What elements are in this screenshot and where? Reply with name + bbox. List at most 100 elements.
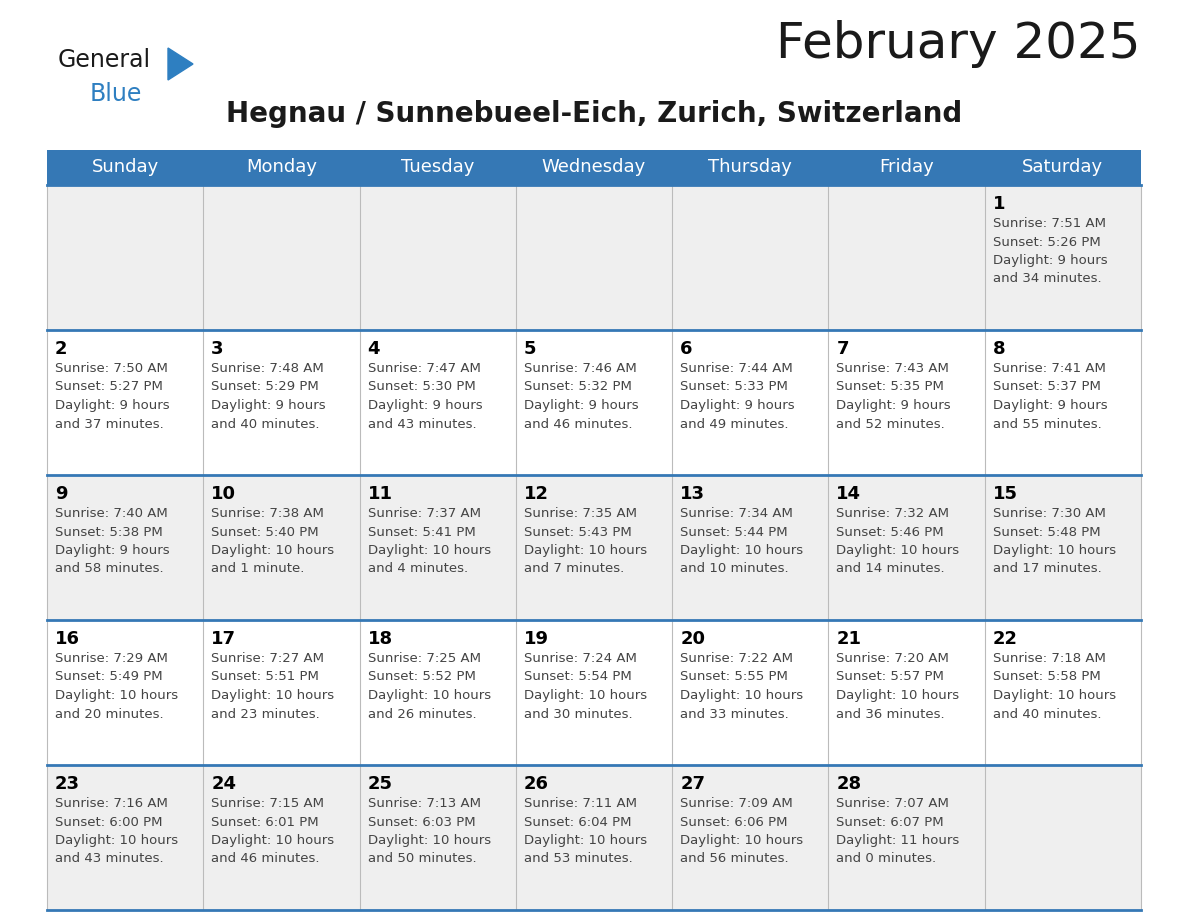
Bar — [985, 620, 1140, 765]
Bar — [516, 475, 672, 620]
Text: Sunrise: 7:30 AM
Sunset: 5:48 PM
Daylight: 10 hours
and 17 minutes.: Sunrise: 7:30 AM Sunset: 5:48 PM Dayligh… — [993, 507, 1116, 576]
Text: 26: 26 — [524, 775, 549, 793]
Bar — [203, 185, 360, 330]
Text: 17: 17 — [211, 630, 236, 648]
Bar — [203, 475, 360, 620]
Text: Sunrise: 7:09 AM
Sunset: 6:06 PM
Daylight: 10 hours
and 56 minutes.: Sunrise: 7:09 AM Sunset: 6:06 PM Dayligh… — [681, 797, 803, 866]
Text: 27: 27 — [681, 775, 706, 793]
Text: 5: 5 — [524, 340, 536, 358]
Bar — [985, 475, 1140, 620]
Text: Sunrise: 7:34 AM
Sunset: 5:44 PM
Daylight: 10 hours
and 10 minutes.: Sunrise: 7:34 AM Sunset: 5:44 PM Dayligh… — [681, 507, 803, 576]
Bar — [672, 475, 828, 620]
Text: Sunrise: 7:41 AM
Sunset: 5:37 PM
Daylight: 9 hours
and 55 minutes.: Sunrise: 7:41 AM Sunset: 5:37 PM Dayligh… — [993, 362, 1107, 431]
Bar — [48, 330, 203, 475]
Text: Hegnau / Sunnebueel-Eich, Zurich, Switzerland: Hegnau / Sunnebueel-Eich, Zurich, Switze… — [226, 100, 962, 128]
Text: Sunrise: 7:07 AM
Sunset: 6:07 PM
Daylight: 11 hours
and 0 minutes.: Sunrise: 7:07 AM Sunset: 6:07 PM Dayligh… — [836, 797, 960, 866]
Text: 2: 2 — [55, 340, 68, 358]
Text: 8: 8 — [993, 340, 1005, 358]
Text: 16: 16 — [55, 630, 80, 648]
Bar — [516, 620, 672, 765]
Text: 19: 19 — [524, 630, 549, 648]
Text: Sunrise: 7:27 AM
Sunset: 5:51 PM
Daylight: 10 hours
and 23 minutes.: Sunrise: 7:27 AM Sunset: 5:51 PM Dayligh… — [211, 652, 334, 721]
Bar — [48, 475, 203, 620]
Text: 12: 12 — [524, 485, 549, 503]
Text: General: General — [58, 48, 151, 72]
Bar — [48, 150, 1140, 185]
Bar — [828, 765, 985, 910]
Text: Sunrise: 7:37 AM
Sunset: 5:41 PM
Daylight: 10 hours
and 4 minutes.: Sunrise: 7:37 AM Sunset: 5:41 PM Dayligh… — [367, 507, 491, 576]
Bar — [516, 185, 672, 330]
Bar — [828, 475, 985, 620]
Bar — [516, 330, 672, 475]
Bar — [985, 185, 1140, 330]
Text: Sunday: Sunday — [91, 159, 159, 176]
Bar — [985, 765, 1140, 910]
Text: Sunrise: 7:46 AM
Sunset: 5:32 PM
Daylight: 9 hours
and 46 minutes.: Sunrise: 7:46 AM Sunset: 5:32 PM Dayligh… — [524, 362, 638, 431]
Bar — [672, 765, 828, 910]
Text: 24: 24 — [211, 775, 236, 793]
Text: Sunrise: 7:38 AM
Sunset: 5:40 PM
Daylight: 10 hours
and 1 minute.: Sunrise: 7:38 AM Sunset: 5:40 PM Dayligh… — [211, 507, 334, 576]
Bar — [360, 620, 516, 765]
Text: Sunrise: 7:15 AM
Sunset: 6:01 PM
Daylight: 10 hours
and 46 minutes.: Sunrise: 7:15 AM Sunset: 6:01 PM Dayligh… — [211, 797, 334, 866]
Text: Sunrise: 7:25 AM
Sunset: 5:52 PM
Daylight: 10 hours
and 26 minutes.: Sunrise: 7:25 AM Sunset: 5:52 PM Dayligh… — [367, 652, 491, 721]
Text: Monday: Monday — [246, 159, 317, 176]
Bar — [203, 620, 360, 765]
Text: Thursday: Thursday — [708, 159, 792, 176]
Text: 1: 1 — [993, 195, 1005, 213]
Text: Sunrise: 7:40 AM
Sunset: 5:38 PM
Daylight: 9 hours
and 58 minutes.: Sunrise: 7:40 AM Sunset: 5:38 PM Dayligh… — [55, 507, 170, 576]
Bar — [48, 765, 203, 910]
Bar — [203, 765, 360, 910]
Text: Sunrise: 7:18 AM
Sunset: 5:58 PM
Daylight: 10 hours
and 40 minutes.: Sunrise: 7:18 AM Sunset: 5:58 PM Dayligh… — [993, 652, 1116, 721]
Bar — [985, 330, 1140, 475]
Text: Sunrise: 7:20 AM
Sunset: 5:57 PM
Daylight: 10 hours
and 36 minutes.: Sunrise: 7:20 AM Sunset: 5:57 PM Dayligh… — [836, 652, 960, 721]
Text: Sunrise: 7:47 AM
Sunset: 5:30 PM
Daylight: 9 hours
and 43 minutes.: Sunrise: 7:47 AM Sunset: 5:30 PM Dayligh… — [367, 362, 482, 431]
Text: 22: 22 — [993, 630, 1018, 648]
Text: 18: 18 — [367, 630, 393, 648]
Text: Tuesday: Tuesday — [402, 159, 474, 176]
Text: 9: 9 — [55, 485, 68, 503]
Text: 6: 6 — [681, 340, 693, 358]
Text: 14: 14 — [836, 485, 861, 503]
Text: Friday: Friday — [879, 159, 934, 176]
Text: 25: 25 — [367, 775, 392, 793]
Text: 13: 13 — [681, 485, 706, 503]
Text: Saturday: Saturday — [1023, 159, 1104, 176]
Bar — [828, 620, 985, 765]
Bar — [516, 765, 672, 910]
Text: Sunrise: 7:11 AM
Sunset: 6:04 PM
Daylight: 10 hours
and 53 minutes.: Sunrise: 7:11 AM Sunset: 6:04 PM Dayligh… — [524, 797, 647, 866]
Text: February 2025: February 2025 — [777, 20, 1140, 68]
Text: Sunrise: 7:43 AM
Sunset: 5:35 PM
Daylight: 9 hours
and 52 minutes.: Sunrise: 7:43 AM Sunset: 5:35 PM Dayligh… — [836, 362, 952, 431]
Text: Sunrise: 7:22 AM
Sunset: 5:55 PM
Daylight: 10 hours
and 33 minutes.: Sunrise: 7:22 AM Sunset: 5:55 PM Dayligh… — [681, 652, 803, 721]
Text: Sunrise: 7:13 AM
Sunset: 6:03 PM
Daylight: 10 hours
and 50 minutes.: Sunrise: 7:13 AM Sunset: 6:03 PM Dayligh… — [367, 797, 491, 866]
Text: Sunrise: 7:48 AM
Sunset: 5:29 PM
Daylight: 9 hours
and 40 minutes.: Sunrise: 7:48 AM Sunset: 5:29 PM Dayligh… — [211, 362, 326, 431]
Bar — [48, 620, 203, 765]
Text: Sunrise: 7:29 AM
Sunset: 5:49 PM
Daylight: 10 hours
and 20 minutes.: Sunrise: 7:29 AM Sunset: 5:49 PM Dayligh… — [55, 652, 178, 721]
Text: Sunrise: 7:44 AM
Sunset: 5:33 PM
Daylight: 9 hours
and 49 minutes.: Sunrise: 7:44 AM Sunset: 5:33 PM Dayligh… — [681, 362, 795, 431]
Text: 7: 7 — [836, 340, 849, 358]
Bar — [360, 330, 516, 475]
Text: Sunrise: 7:35 AM
Sunset: 5:43 PM
Daylight: 10 hours
and 7 minutes.: Sunrise: 7:35 AM Sunset: 5:43 PM Dayligh… — [524, 507, 647, 576]
Text: 15: 15 — [993, 485, 1018, 503]
Bar — [360, 765, 516, 910]
Text: 10: 10 — [211, 485, 236, 503]
Text: Wednesday: Wednesday — [542, 159, 646, 176]
Bar — [828, 185, 985, 330]
Bar — [360, 185, 516, 330]
Text: Sunrise: 7:32 AM
Sunset: 5:46 PM
Daylight: 10 hours
and 14 minutes.: Sunrise: 7:32 AM Sunset: 5:46 PM Dayligh… — [836, 507, 960, 576]
Bar — [203, 330, 360, 475]
Text: Sunrise: 7:16 AM
Sunset: 6:00 PM
Daylight: 10 hours
and 43 minutes.: Sunrise: 7:16 AM Sunset: 6:00 PM Dayligh… — [55, 797, 178, 866]
Text: Sunrise: 7:50 AM
Sunset: 5:27 PM
Daylight: 9 hours
and 37 minutes.: Sunrise: 7:50 AM Sunset: 5:27 PM Dayligh… — [55, 362, 170, 431]
Bar — [672, 185, 828, 330]
Text: Sunrise: 7:51 AM
Sunset: 5:26 PM
Daylight: 9 hours
and 34 minutes.: Sunrise: 7:51 AM Sunset: 5:26 PM Dayligh… — [993, 217, 1107, 285]
Text: 4: 4 — [367, 340, 380, 358]
Text: 21: 21 — [836, 630, 861, 648]
Bar — [672, 620, 828, 765]
Bar — [360, 475, 516, 620]
Text: 23: 23 — [55, 775, 80, 793]
Text: 28: 28 — [836, 775, 861, 793]
Bar — [828, 330, 985, 475]
Text: Sunrise: 7:24 AM
Sunset: 5:54 PM
Daylight: 10 hours
and 30 minutes.: Sunrise: 7:24 AM Sunset: 5:54 PM Dayligh… — [524, 652, 647, 721]
Text: 11: 11 — [367, 485, 392, 503]
Bar — [48, 185, 203, 330]
Text: Blue: Blue — [90, 82, 143, 106]
